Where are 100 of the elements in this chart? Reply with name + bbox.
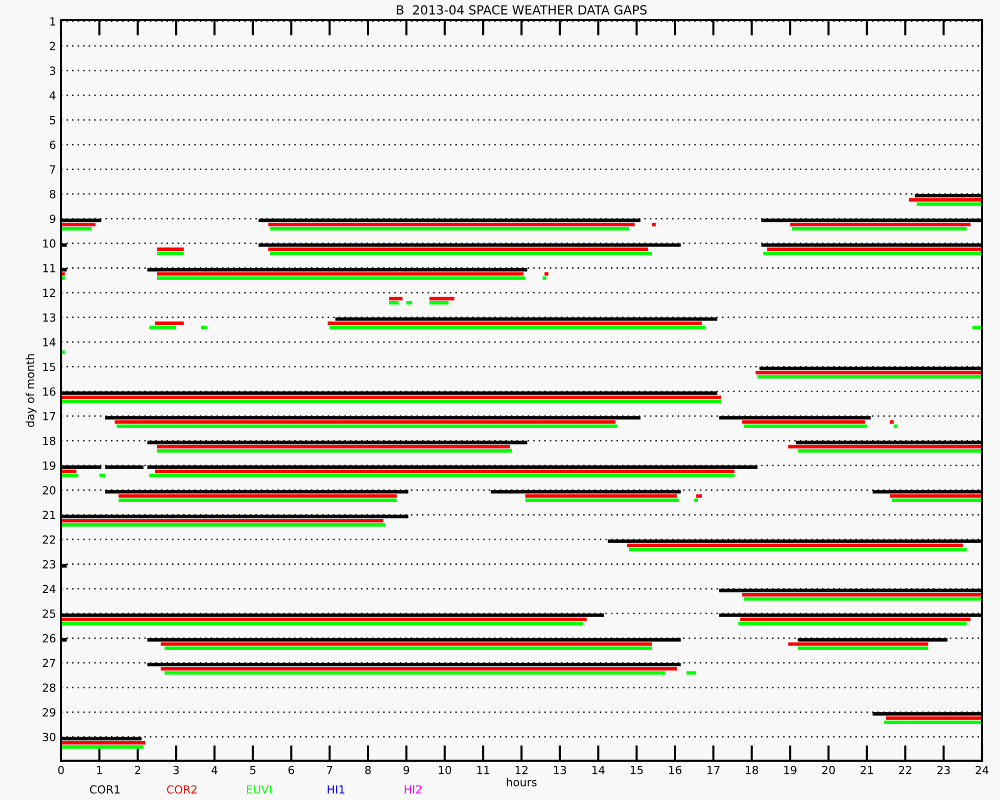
bar [201,326,207,330]
bar [155,470,734,474]
bar [909,198,982,202]
y-tick-label: 17 [43,412,56,420]
x-tick-label: 7 [327,766,332,774]
bar [763,252,982,256]
bar [756,370,982,374]
bar [156,444,510,448]
x-tick-label: 18 [746,766,758,774]
x-tick-label: 0 [58,766,64,774]
bar [884,720,982,724]
bar [160,667,677,670]
bar [652,222,656,226]
bar [99,474,106,478]
bar [156,276,526,280]
x-tick-label: 6 [288,766,294,774]
x-tick-label: 16 [669,766,682,774]
x-tick-label: 12 [516,766,528,774]
bar [740,618,970,622]
bar [61,222,96,226]
bar [544,272,548,276]
x-tick-label: 9 [404,766,410,774]
y-tick-label: 3 [50,66,56,75]
y-tick-label: 24 [42,584,56,594]
y-tick-label: 8 [50,190,56,198]
y-tick-label: 22 [42,535,56,544]
bar [788,444,982,448]
bar [744,424,867,428]
y-tick-label: 10 [43,239,56,248]
chart-title: B 2013-04 SPACE WEATHER DATA GAPS [396,5,647,15]
bar [155,322,184,326]
bar [892,498,982,502]
y-tick-label: 9 [50,214,56,224]
bar [149,474,734,478]
y-tick-label: 26 [42,634,56,643]
text: EUVI [247,785,271,794]
bar [894,424,898,428]
bar [696,494,702,498]
bar [429,296,454,300]
bar [61,622,583,626]
bar [268,222,635,226]
bar [767,248,982,251]
y-tick-label: 12 [43,288,56,297]
x-tick-label: 8 [365,766,371,774]
x-tick-label: 10 [438,766,452,774]
y-tick-label: 23 [42,560,56,569]
bar [160,642,652,646]
y-tick-label: 1 [50,17,56,26]
x-tick-label: 15 [630,766,643,774]
y-axis-title: day of month [26,354,36,427]
y-tick-label: 28 [42,683,56,692]
legend-label: HI2 [404,785,422,794]
x-tick-label: 19 [784,766,796,774]
y-tick-label: 30 [42,732,56,742]
bar [788,642,928,646]
y-tick-label: 19 [43,461,56,470]
bar [61,523,386,527]
bar [61,618,587,622]
bar [525,498,679,502]
bar [61,741,146,745]
bar [270,227,629,230]
bar [330,326,706,330]
y-tick-label: 14 [43,338,56,346]
bar [61,518,384,522]
bar [790,222,970,226]
y-tick-label: 18 [43,436,56,446]
x-tick-label: 2 [135,766,140,774]
bar [628,548,967,552]
y-tick-label: 11 [43,264,56,272]
bar [738,622,967,626]
bar [406,301,412,305]
bar [118,498,397,502]
y-tick-label: 13 [43,313,56,322]
bar [744,597,982,601]
bar [156,272,524,276]
x-tick-label: 5 [250,766,256,774]
text: COR2 [166,785,197,794]
x-tick-label: 14 [592,766,605,774]
bar [61,470,76,474]
bar [542,276,546,280]
bar [886,716,982,720]
bar [328,322,702,326]
bar [627,544,963,548]
y-tick-label: 15 [43,362,56,372]
bar [389,301,399,305]
y-tick-label: 2 [50,42,56,50]
x-axis-title: hours [506,778,537,786]
x-tick-label: 24 [976,766,988,774]
bar [694,498,698,502]
y-tick-label: 25 [42,609,56,618]
y-tick-label: 20 [42,486,56,494]
bar [798,646,928,650]
y-tick-label: 21 [42,510,56,519]
bar [270,252,652,256]
text: COR1 [90,785,120,794]
y-tick-label: 27 [42,658,56,668]
bar [149,326,176,330]
y-tick-label: 5 [50,116,56,124]
bar [792,227,967,230]
bar [61,474,78,478]
